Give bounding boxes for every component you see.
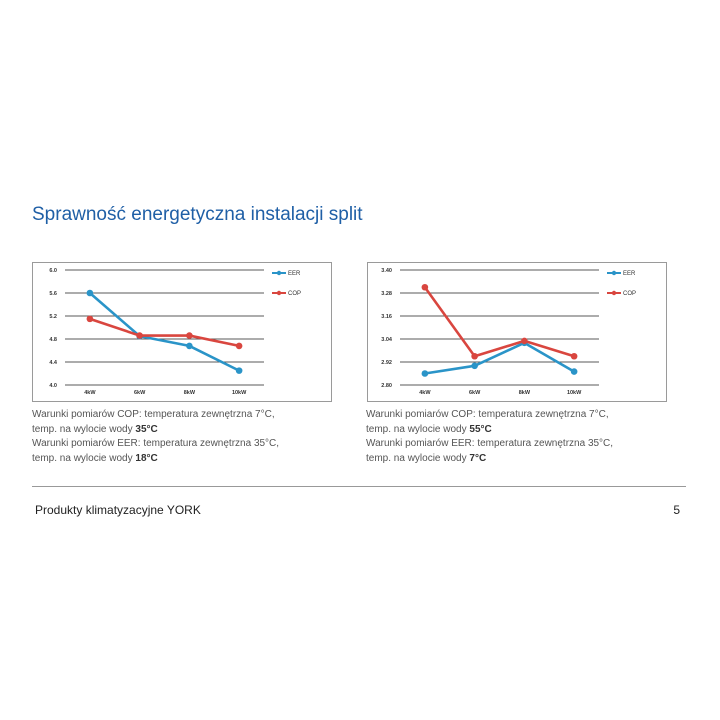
note-text: temp. na wylocie wody [32,423,136,435]
measurement-notes-left: Warunki pomiarów COP: temperatura zewnęt… [32,408,279,466]
data-point-eer [186,342,193,350]
note-text: temp. na wylocie wody [32,452,136,464]
x-tick-label: 8kW [184,390,196,396]
note-value: 35°C [135,423,158,435]
x-tick-label: 6kW [134,390,146,396]
note-text: temp. na wylocie wody [366,423,470,435]
x-tick-label: 10kW [232,390,247,396]
chart-frame [367,262,667,402]
data-point-cop [521,337,528,345]
note-line: temp. na wylocie wody 35°C [32,423,279,438]
series-line-cop [89,317,240,348]
data-point-eer [421,370,429,377]
data-point-eer [570,368,578,375]
page-title: Sprawność energetyczna instalacji split [32,204,363,225]
x-tick-label: 4kW [419,390,431,396]
legend-label: EER [623,271,636,277]
note-line: temp. na wylocie wody 18°C [32,452,279,467]
note-line: Warunki pomiarów COP: temperatura zewnęt… [32,409,275,420]
chart-eer-cop-low-temp: 6.0 5.6 5.2 4.8 4.4 4.0 4kW 6kW 8kW 10kW EER COP [32,262,332,402]
note-value: 7°C [469,452,487,464]
note-value: 18°C [135,452,158,464]
data-point-eer [471,362,478,370]
data-point-cop [471,352,478,360]
page-number: 5 [673,503,680,517]
legend-marker-eer [276,270,282,276]
y-tick-label: 2.92 [381,360,392,366]
legend-marker-cop [611,290,617,296]
data-point-cop [86,315,94,323]
note-line: temp. na wylocie wody 55°C [366,423,613,438]
legend-marker-cop [276,290,282,296]
legend-label: COP [288,291,301,297]
y-tick-label: 4.8 [49,337,57,343]
y-tick-label: 4.4 [49,360,58,366]
legend-label: COP [623,291,636,297]
legend-label: EER [288,271,301,277]
legend-marker-eer [611,270,617,276]
y-tick-label: 3.16 [381,314,392,320]
series-line-eer [89,292,240,372]
y-tick-label: 3.04 [381,337,393,343]
data-point-cop [186,332,193,339]
y-tick-label: 3.40 [381,268,392,274]
x-tick-label: 8kW [519,390,531,396]
note-text: temp. na wylocie wody [366,452,470,464]
y-tick-label: 5.2 [49,314,57,320]
data-point-cop [235,342,243,350]
y-tick-label: 3.28 [381,291,392,297]
measurement-notes-right: Warunki pomiarów COP: temperatura zewnęt… [366,408,613,466]
series-line-eer [424,341,575,375]
note-line: Warunki pomiarów COP: temperatura zewnęt… [366,409,609,420]
data-point-cop [570,352,578,360]
note-line: temp. na wylocie wody 7°C [366,452,613,467]
y-tick-label: 4.0 [49,383,57,389]
footer-divider [32,486,686,487]
note-value: 55°C [469,423,492,435]
series-line-cop [423,286,575,358]
chart-svg: 3.40 3.28 3.16 3.04 2.92 2.80 4kW 6kW 8kW 10kW EER… [367,262,667,402]
data-point-eer [235,367,243,374]
footer-title: Produkty klimatyzacyjne YORK [35,503,201,517]
data-point-eer [86,289,94,297]
note-line: Warunki pomiarów EER: temperatura zewnęt… [32,438,280,449]
y-tick-label: 2.80 [381,383,392,389]
x-tick-label: 6kW [469,390,481,396]
chart-frame [32,262,332,402]
data-point-cop [136,332,143,339]
data-point-cop [421,283,429,291]
x-tick-label: 4kW [84,390,96,396]
chart-svg: 6.0 5.6 5.2 4.8 4.4 4.0 4kW 6kW 8kW 10kW EER COP [32,262,332,402]
note-line: Warunki pomiarów EER: temperatura zewnęt… [366,438,614,449]
chart-eer-cop-high-temp: 3.40 3.28 3.16 3.04 2.92 2.80 4kW 6kW 8kW 10kW EER… [367,262,667,402]
x-tick-label: 10kW [567,390,582,396]
y-tick-label: 6.0 [49,268,57,274]
y-tick-label: 5.6 [49,291,57,297]
